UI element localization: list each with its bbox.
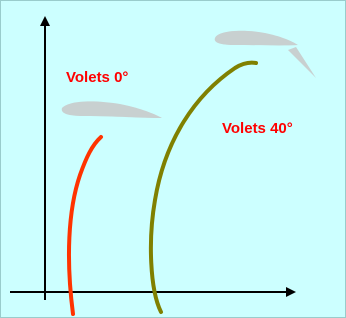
label-flaps-40: Volets 40°: [222, 120, 293, 137]
label-flaps-0: Volets 0°: [66, 69, 128, 86]
diagram: Volets 0° Volets 40°: [0, 0, 346, 318]
